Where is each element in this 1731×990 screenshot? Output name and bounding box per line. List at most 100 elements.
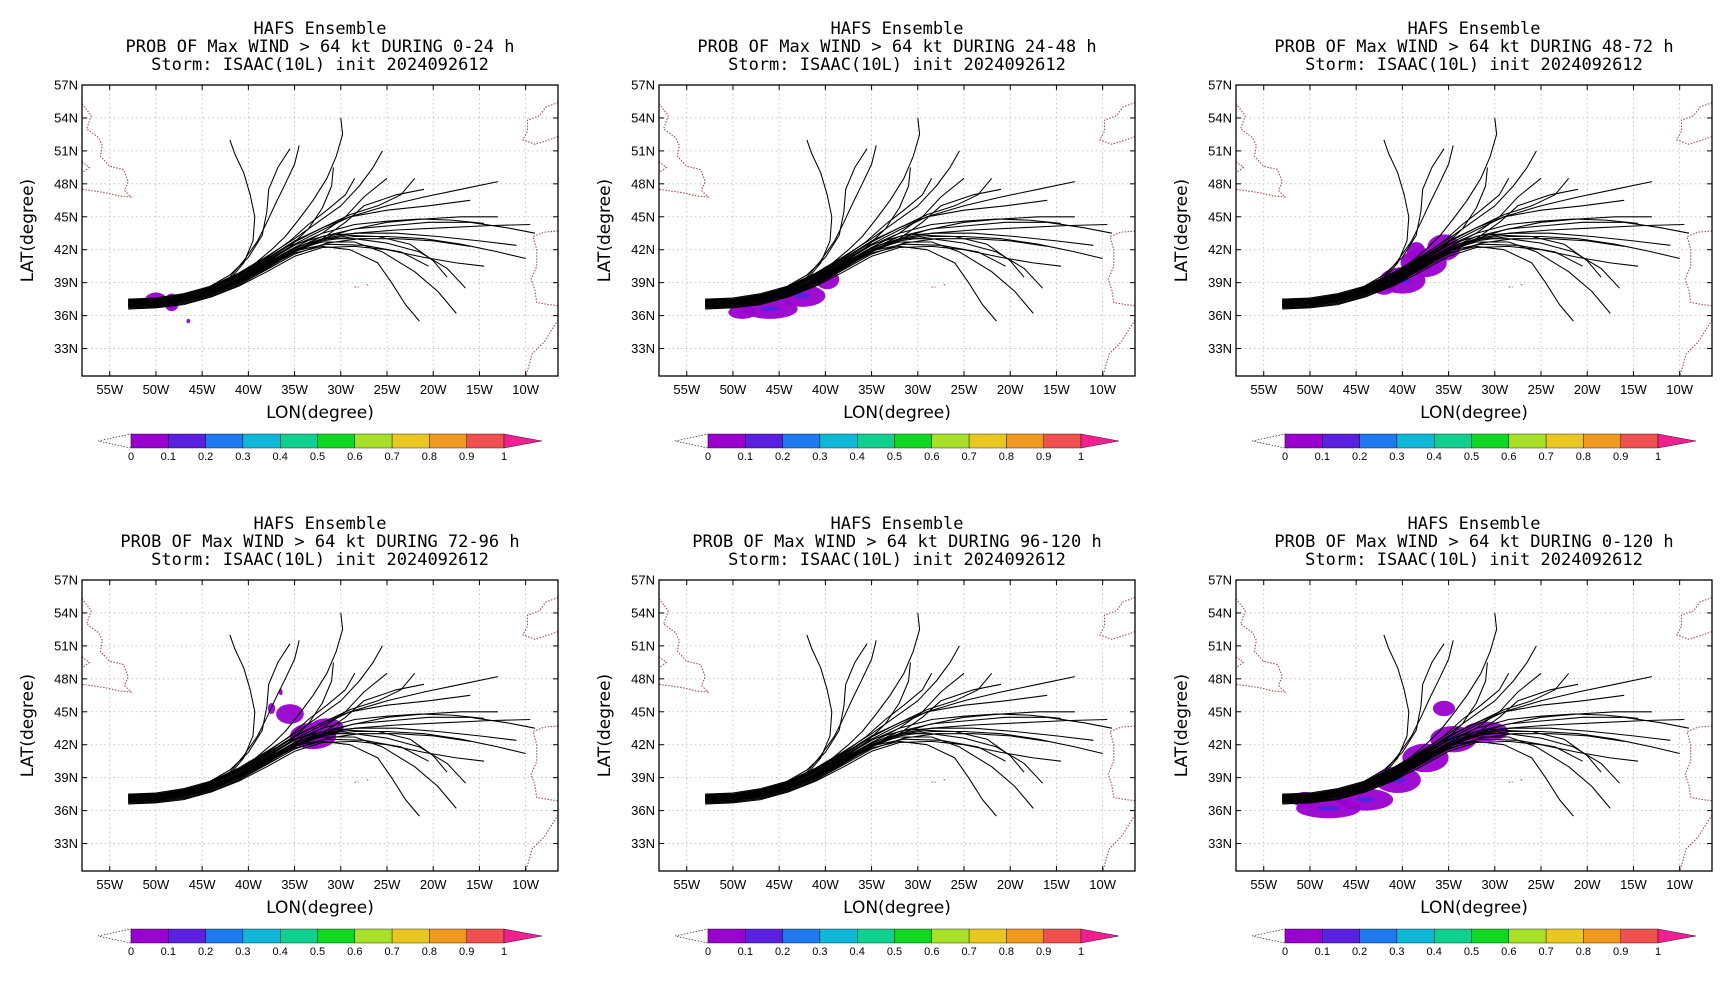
map-frame bbox=[658, 84, 1136, 377]
colorbar-label: 1 bbox=[1078, 451, 1084, 463]
panel-p0-120: HAFS Ensemble PROB OF Max WIND > 64 kt DU… bbox=[1154, 495, 1731, 990]
colorbar-label: 1 bbox=[501, 451, 507, 463]
coast-azores bbox=[354, 284, 370, 288]
colorbar bbox=[1251, 928, 1697, 944]
y-axis-label: LAT(degree) bbox=[1172, 179, 1192, 282]
storm-track bbox=[128, 177, 416, 302]
storm-track bbox=[128, 673, 356, 796]
colorbar-swatch bbox=[205, 928, 244, 944]
storm-track bbox=[128, 716, 536, 801]
colorbar-label: 0.9 bbox=[1613, 451, 1628, 463]
colorbar-label: 0.6 bbox=[1501, 451, 1516, 463]
colorbar-swatch bbox=[130, 928, 169, 944]
storm-track bbox=[1282, 241, 1611, 314]
lon-tick-label: 55W bbox=[96, 382, 123, 397]
lat-tick-label: 45N bbox=[631, 704, 655, 719]
y-axis-label: LAT(degree) bbox=[595, 179, 615, 282]
lon-tick-label: 45W bbox=[766, 877, 793, 892]
lat-tick-label: 48N bbox=[54, 176, 78, 191]
colorbar-high-extension bbox=[503, 433, 543, 449]
lat-tick-label: 33N bbox=[631, 341, 655, 356]
lat-tick-label: 54N bbox=[1208, 110, 1232, 125]
lon-tick-label: 45W bbox=[189, 382, 216, 397]
coast-morocco bbox=[1679, 814, 1712, 871]
coast-azores bbox=[1508, 284, 1524, 288]
storm-track bbox=[1282, 188, 1579, 308]
lat-tick-label: 42N bbox=[631, 242, 655, 257]
coast-azores bbox=[1508, 779, 1524, 783]
probability-area-core bbox=[1317, 805, 1340, 811]
lon-tick-label: 25W bbox=[1528, 382, 1555, 397]
coast-labrador bbox=[82, 656, 91, 669]
colorbar-label: 0.1 bbox=[738, 451, 753, 463]
lat-tick-label: 57N bbox=[54, 78, 78, 93]
lon-tick-label: 20W bbox=[997, 877, 1024, 892]
lat-tick-label: 51N bbox=[54, 143, 78, 158]
colorbar-label: 0.8 bbox=[999, 946, 1014, 958]
colorbar-swatch bbox=[466, 433, 505, 449]
title-storm: Storm: ISAAC(10L) init 2024092612 bbox=[1305, 55, 1643, 75]
coast-newfoundland bbox=[1236, 103, 1287, 198]
storm-track bbox=[1282, 672, 1570, 797]
lon-tick-label: 15W bbox=[466, 382, 493, 397]
axis-ticks bbox=[659, 579, 1135, 871]
colorbar-label: 0.9 bbox=[459, 451, 474, 463]
title-probability: PROB OF Max WIND > 64 kt DURING 24-48 h bbox=[697, 37, 1096, 57]
colorbar-swatch bbox=[1006, 433, 1044, 449]
storm-track bbox=[705, 245, 997, 322]
storm-track bbox=[128, 672, 416, 797]
storm-track bbox=[128, 178, 356, 301]
lat-tick-label: 36N bbox=[1208, 308, 1232, 323]
colorbar-swatch bbox=[242, 433, 281, 449]
colorbar-label: 0.1 bbox=[738, 946, 753, 958]
colorbar-swatch bbox=[1043, 928, 1082, 944]
colorbar-swatch bbox=[707, 433, 746, 449]
colorbar-swatch bbox=[391, 928, 430, 944]
lon-tick-label: 15W bbox=[1043, 382, 1070, 397]
colorbar-swatch bbox=[317, 433, 355, 449]
probability-area bbox=[1432, 700, 1456, 717]
colorbar-swatch bbox=[168, 928, 206, 944]
colorbar-swatch bbox=[1396, 928, 1435, 944]
colorbar-swatch bbox=[354, 433, 393, 449]
lon-tick-label: 50W bbox=[1297, 877, 1324, 892]
colorbar-label: 0.1 bbox=[161, 451, 176, 463]
lat-tick-label: 45N bbox=[631, 209, 655, 224]
colorbar-label: 0.2 bbox=[1352, 451, 1367, 463]
storm-track bbox=[1282, 683, 1579, 803]
storm-track bbox=[705, 683, 1002, 803]
lon-tick-label: 55W bbox=[96, 877, 123, 892]
storm-track bbox=[128, 241, 457, 314]
lat-tick-label: 33N bbox=[1208, 836, 1232, 851]
lon-tick-label: 10W bbox=[512, 382, 539, 397]
panel-p0-24: HAFS Ensemble PROB OF Max WIND > 64 kt DU… bbox=[0, 0, 577, 495]
lat-tick-label: 57N bbox=[631, 573, 655, 588]
colorbar-label: 0.5 bbox=[887, 946, 902, 958]
lat-tick-label: 51N bbox=[1208, 143, 1232, 158]
title-storm: Storm: ISAAC(10L) init 2024092612 bbox=[728, 550, 1066, 570]
colorbar-label: 1 bbox=[1655, 946, 1661, 958]
colorbar-swatch bbox=[782, 433, 821, 449]
colorbar-label: 0.8 bbox=[422, 946, 437, 958]
lon-tick-label: 25W bbox=[374, 877, 401, 892]
colorbar-label: 0.7 bbox=[961, 451, 976, 463]
map-frame bbox=[81, 579, 559, 872]
colorbar-label: 0.7 bbox=[384, 451, 399, 463]
colorbar-label: 0.9 bbox=[1036, 946, 1051, 958]
lon-tick-label: 10W bbox=[512, 877, 539, 892]
title-probability: PROB OF Max WIND > 64 kt DURING 96-120 h bbox=[692, 532, 1101, 552]
coast-ireland bbox=[522, 597, 558, 640]
coast-morocco bbox=[1679, 319, 1712, 376]
map-background bbox=[1236, 85, 1712, 376]
coast-morocco bbox=[1102, 814, 1135, 871]
axis-ticks bbox=[1236, 579, 1712, 871]
colorbar-label: 0.2 bbox=[198, 451, 213, 463]
lat-tick-label: 54N bbox=[54, 110, 78, 125]
storm-track bbox=[1282, 178, 1510, 301]
coastlines bbox=[1236, 102, 1712, 376]
lat-tick-label: 36N bbox=[54, 308, 78, 323]
colorbar-label: 0.2 bbox=[1352, 946, 1367, 958]
lon-tick-label: 10W bbox=[1089, 382, 1116, 397]
lon-tick-label: 20W bbox=[1574, 382, 1601, 397]
